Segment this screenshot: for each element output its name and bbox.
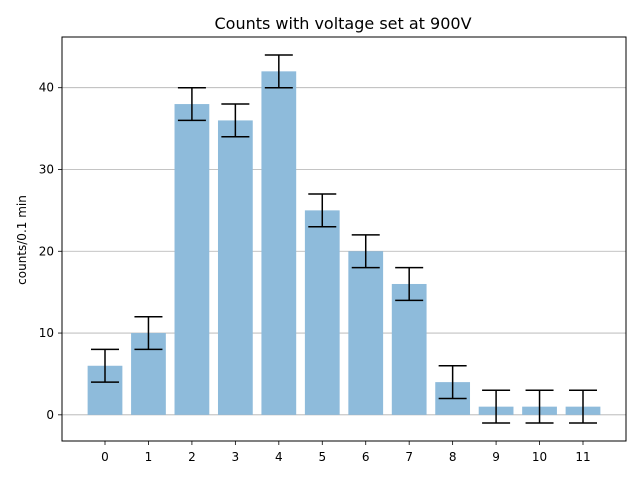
x-tick-label: 7: [405, 450, 413, 464]
chart-title: Counts with voltage set at 900V: [214, 14, 471, 33]
y-tick-label: 10: [39, 326, 54, 340]
bars: [87, 71, 601, 415]
bar-6: [348, 251, 384, 415]
bar-2: [174, 104, 210, 415]
bar-7: [391, 283, 427, 415]
x-tick-label: 8: [449, 450, 457, 464]
x-tick-label: 4: [275, 450, 283, 464]
x-tick-label: 5: [318, 450, 326, 464]
x-tick-label: 9: [492, 450, 500, 464]
y-tick-label: 20: [39, 244, 54, 258]
x-tick-label: 11: [575, 450, 590, 464]
bar-3: [217, 120, 253, 415]
plot-frame: [61, 36, 627, 442]
x-tick-label: 1: [145, 450, 153, 464]
bar-4: [261, 71, 297, 415]
y-axis-ticks: 0 10 20 30 40: [39, 81, 62, 422]
x-tick-label: 10: [532, 450, 547, 464]
y-tick-label: 30: [39, 162, 54, 176]
error-bars: [91, 54, 597, 424]
x-tick-label: 3: [232, 450, 240, 464]
x-tick-label: 0: [101, 450, 109, 464]
x-axis-ticks: 0 1 2 3 4 5 6 7 8 9 10 11: [101, 441, 591, 464]
y-axis-label: counts/0.1 min: [15, 195, 29, 285]
bar-5: [304, 210, 340, 415]
y-tick-label: 40: [39, 81, 54, 95]
y-tick-label: 0: [46, 408, 54, 422]
x-tick-label: 6: [362, 450, 370, 464]
x-tick-label: 2: [188, 450, 196, 464]
